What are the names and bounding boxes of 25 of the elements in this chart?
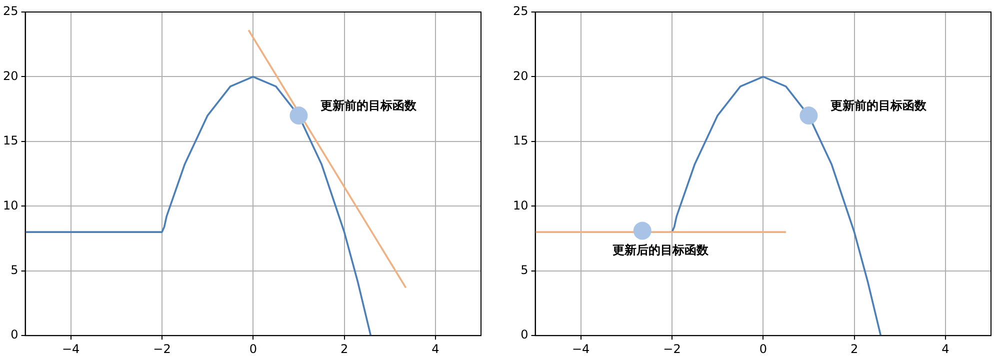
x-tick-label: −2 xyxy=(153,342,171,356)
y-tick-label: 15 xyxy=(512,134,528,148)
annotation: 更新后的目标函数 xyxy=(612,242,710,257)
x-tick-label: 0 xyxy=(249,342,257,356)
y-tick-label: 15 xyxy=(2,134,18,148)
y-tick-label: 5 xyxy=(10,263,18,278)
x-tick-label: −4 xyxy=(62,342,80,356)
x-tick-label: −2 xyxy=(663,342,681,356)
y-tick-label: 0 xyxy=(520,328,528,342)
y-tick-label: 5 xyxy=(520,263,528,278)
y-tick-label: 20 xyxy=(512,68,528,83)
annotation: 更新前的目标函数 xyxy=(830,98,928,113)
annotation: 更新前的目标函数 xyxy=(320,98,418,113)
x-tick-label: 4 xyxy=(942,342,950,356)
x-tick-label: 2 xyxy=(340,342,348,356)
x-tick-label: 4 xyxy=(432,342,440,356)
x-tick-label: 0 xyxy=(759,342,767,356)
y-tick-label: 0 xyxy=(10,328,18,342)
y-tick-label: 20 xyxy=(2,68,18,83)
y-tick-label: 10 xyxy=(2,198,18,212)
y-tick-label: 10 xyxy=(512,198,528,212)
x-tick-label: 2 xyxy=(850,342,858,356)
y-tick-label: 25 xyxy=(512,4,528,18)
x-tick-label: −4 xyxy=(572,342,590,356)
y-tick-label: 25 xyxy=(2,4,18,18)
